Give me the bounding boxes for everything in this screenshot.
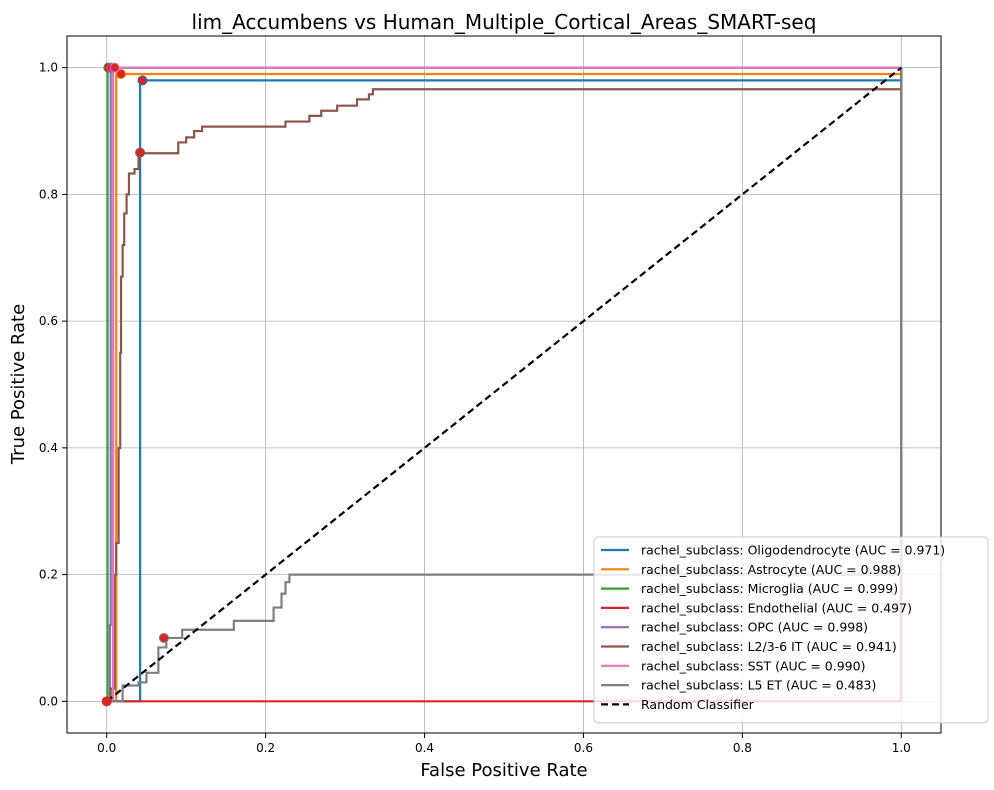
legend-label: rachel_subclass: L5 ET (AUC = 0.483): [641, 678, 876, 693]
x-tick-label: 0.0: [97, 741, 116, 755]
x-tick-label: 0.2: [256, 741, 275, 755]
optimal-threshold-marker: [109, 62, 120, 73]
y-axis-label: True Positive Rate: [8, 304, 29, 465]
legend-box: [593, 536, 989, 724]
plot-frame: [66, 35, 942, 734]
legend-label: rachel_subclass: SST (AUC = 0.990): [641, 658, 865, 673]
legend-label: Random Classifier: [641, 697, 755, 712]
y-tick-label: 0.8: [39, 187, 58, 201]
optimal-threshold-marker: [135, 147, 146, 158]
legend-label: rachel_subclass: Oligodendrocyte (AUC = …: [641, 543, 945, 558]
legend-label: rachel_subclass: L2/3-6 IT (AUC = 0.941): [641, 639, 897, 654]
legend: rachel_subclass: Oligodendrocyte (AUC = …: [593, 536, 989, 724]
grid-lines: [67, 36, 941, 733]
y-tick-label: 1.0: [39, 61, 58, 75]
optimal-threshold-marker: [101, 696, 112, 707]
random-classifier-line: [106, 66, 902, 703]
chart-title: lim_Accumbens vs Human_Multiple_Cortical…: [192, 10, 817, 34]
threshold-markers: [101, 62, 169, 707]
x-axis-label: False Positive Rate: [420, 760, 587, 781]
x-tick-label: 0.4: [415, 741, 434, 755]
x-tick-label: 1.0: [892, 741, 911, 755]
legend-label: rachel_subclass: OPC (AUC = 0.998): [641, 620, 868, 635]
y-axis-ticks: 0.0 0.2 0.4 0.6 0.8 1.0: [39, 61, 67, 708]
y-tick-label: 0.2: [39, 568, 58, 582]
optimal-threshold-marker: [116, 69, 127, 80]
y-tick-label: 0.0: [39, 694, 58, 708]
legend-label: rachel_subclass: Endothelial (AUC = 0.49…: [641, 600, 912, 615]
optimal-threshold-marker: [158, 632, 169, 643]
legend-label: rachel_subclass: Astrocyte (AUC = 0.988): [641, 562, 901, 577]
y-tick-label: 0.6: [39, 314, 58, 328]
y-tick-label: 0.4: [39, 441, 58, 455]
optimal-threshold-marker: [137, 75, 148, 86]
roc-curve-7: [106, 67, 903, 703]
x-tick-label: 0.8: [733, 741, 752, 755]
legend-label: rachel_subclass: Microglia (AUC = 0.999): [641, 581, 898, 596]
x-axis-ticks: 0.0 0.2 0.4 0.6 0.8 1.0: [97, 733, 911, 755]
x-tick-label: 0.6: [574, 741, 593, 755]
